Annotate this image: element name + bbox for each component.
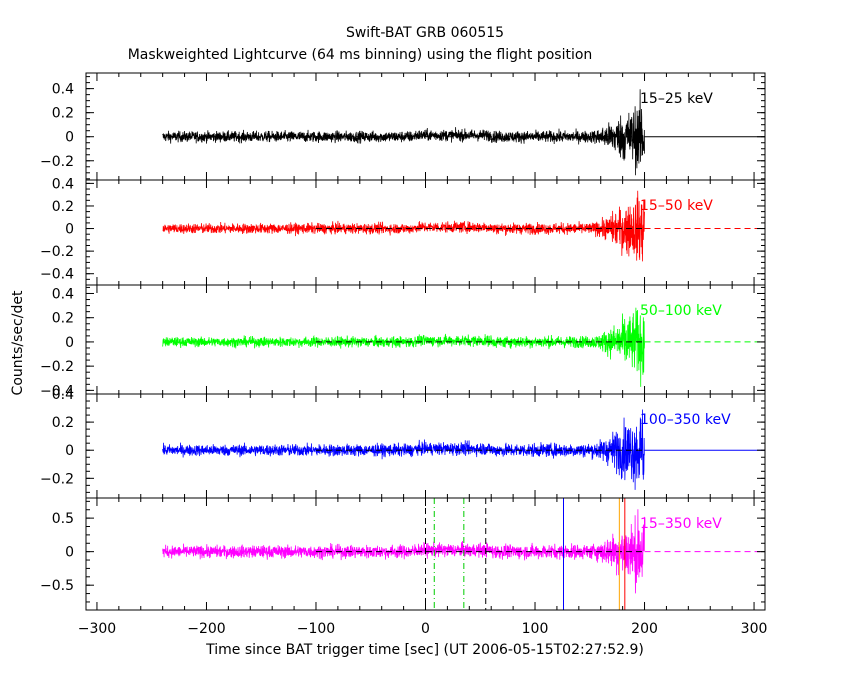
band-label: 50–100 keV	[640, 303, 722, 319]
y-tick-label: 0	[65, 130, 74, 146]
band-label: 100–350 keV	[640, 412, 731, 428]
lightcurve-2	[162, 190, 645, 262]
panel-frame	[85, 179, 766, 286]
panel-1: 0.4 0.2 0 −0.2 15–25 keV	[40, 72, 766, 181]
chart-subtitle: Maskweighted Lightcurve (64 ms binning) …	[128, 47, 593, 63]
y-tick-label: 0	[65, 443, 74, 459]
y-tick-label: −0.2	[40, 359, 74, 375]
panel-frame	[85, 72, 766, 181]
y-tick-label: 0.5	[52, 511, 74, 527]
y-tick-label: 0	[65, 545, 74, 561]
band-label: 15–25 keV	[640, 91, 713, 107]
lightcurve-5	[162, 509, 645, 594]
lightcurve-1	[162, 89, 645, 176]
x-tick-label: 0	[421, 621, 430, 637]
x-tick-label: −100	[297, 621, 335, 637]
x-tick-label: 100	[522, 621, 549, 637]
y-tick-label: 0.4	[52, 286, 74, 302]
y-tick-label: −0.4	[40, 383, 74, 399]
y-tick-label: −0.4	[40, 267, 74, 283]
x-axis-label: Time since BAT trigger time [sec] (UT 20…	[205, 642, 644, 658]
y-tick-label: 0.2	[52, 106, 74, 122]
chart-title: Swift-BAT GRB 060515	[346, 25, 504, 41]
y-tick-label: 0.4	[52, 82, 74, 98]
y-tick-label: 0.2	[52, 199, 74, 215]
y-tick-label: 0.4	[52, 176, 74, 192]
band-label: 15–50 keV	[640, 198, 713, 214]
lightcurve-3	[162, 307, 645, 387]
y-tick-label: −0.2	[40, 244, 74, 260]
x-tick-label: 200	[631, 621, 658, 637]
lightcurve-4	[162, 409, 645, 490]
x-tick-label: −200	[187, 621, 225, 637]
y-tick-label: −0.2	[40, 154, 74, 170]
y-tick-label: 0.2	[52, 311, 74, 327]
band-label: 15–350 keV	[640, 516, 722, 532]
panel-3: 0.4 0.2 0 −0.2 −0.4 50–100 keV	[40, 284, 766, 399]
x-tick-label: 300	[741, 621, 768, 637]
panel-2: 0.4 0.2 0 −0.2 −0.4 15–50 keV	[40, 176, 766, 286]
y-tick-label: −0.2	[40, 471, 74, 487]
y-tick-label: 0	[65, 222, 74, 238]
panel-4: 0.4 0.2 0 −0.2 100–350 keV	[40, 387, 766, 499]
y-axis-label: Counts/sec/det	[10, 290, 26, 395]
x-tick-label: −300	[78, 621, 116, 637]
y-tick-label: 0	[65, 335, 74, 351]
y-tick-label: 0.4	[52, 387, 74, 403]
panels-group: 0.4 0.2 0 −0.2 15–25 keV 0.4 0.2 0 −0.2 −0.4 15–50…	[40, 72, 768, 637]
panel-5: 0.5 0 −0.5 15–350 keV	[40, 497, 766, 611]
y-tick-label: −0.5	[40, 578, 74, 594]
y-tick-label: 0.2	[52, 415, 74, 431]
